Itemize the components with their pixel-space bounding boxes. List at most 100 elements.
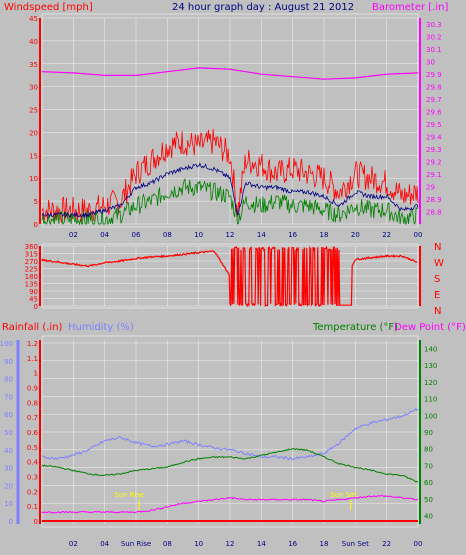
wind-tick-label: 10 [29,175,38,183]
wind-tick-label: 45 [29,15,38,23]
temp-tick-label: 60 [424,479,433,487]
rain-tick-label: 0.6 [27,429,39,437]
temp-tick-label: 40 [424,513,433,521]
dewpoint-axis-title: Dew Point (°F) [394,322,466,333]
wind-x-tick: 22 [382,231,391,239]
wind-x-tick: 20 [351,231,360,239]
direction-line [41,245,418,308]
graph-title: 24 hour graph day : August 21 2012 [172,2,354,13]
temp-x-tick: 00 [414,540,423,548]
rain-tick-label: 0.9 [27,385,38,393]
wind-tick-label: 0 [34,221,38,229]
baro-tick-label: 29.5 [426,121,442,129]
rain-tick-label: 1.2 [27,340,38,348]
baro-tick-label: 28.8 [426,209,442,217]
humidity-tick-label: 20 [4,482,13,490]
barometer-line [41,67,419,80]
wind-series [41,67,419,226]
temp-tick-label: 80 [424,446,433,454]
baro-tick-label: 29.9 [426,71,442,79]
wind-x-tick: 12 [226,231,235,239]
baro-tick-label: 29.4 [426,134,442,142]
wind-x-tick: 18 [320,231,329,239]
temp-tick-label: 100 [424,412,437,420]
rain-tick-label: 0.3 [27,474,38,482]
barometer-axis-title: Barometer [.in] [372,2,448,13]
compass-n-top: N [434,242,441,253]
rain-tick-label: 1.1 [27,355,38,363]
sunset-label: Sun Set [330,491,357,499]
temp-x-tick: 10 [194,540,203,548]
baro-tick-label: 29.1 [426,171,442,179]
tick-labels: 05101520253035404528.828.92929.129.229.3… [0,15,442,548]
humidity-tick-label: 60 [4,411,13,419]
temperature-line [41,447,419,483]
temp-tick-label: 130 [424,362,437,370]
temp-tick-label: 120 [424,379,437,387]
wind-x-tick: 10 [194,231,203,239]
wind-gust-line [41,128,419,223]
windspeed-axis-title: Windspeed [mph] [4,2,93,13]
wind-x-tick: 02 [69,231,78,239]
temp-series [41,407,419,522]
dir-tick-label: 225 [25,266,38,274]
rainfall-axis-title: Rainfall (.in) [2,322,63,333]
wind-tick-label: 35 [29,61,38,69]
wind-low-line [41,177,419,226]
temp-tick-label: 90 [424,429,433,437]
rain-tick-label: 0.5 [27,444,38,452]
wind-x-tick: 08 [163,231,172,239]
temp-x-tick: 04 [100,540,109,548]
temperature-axis-title: Temperature (°F) [312,322,398,333]
baro-tick-label: 29.6 [426,109,442,117]
humidity-tick-label: 50 [4,429,13,437]
temp-x-tick: 16 [288,540,297,548]
temp-tick-label: 140 [424,345,437,353]
wind-avg-line [41,162,419,219]
rain-tick-label: 0.7 [27,414,38,422]
humidity-line [41,407,419,461]
humidity-tick-label: 30 [4,465,13,473]
humidity-tick-label: 40 [4,447,13,455]
wind-tick-label: 30 [29,84,38,92]
dir-tick-label: 45 [29,296,38,304]
temp-x-tick: Sun Set [342,540,369,548]
wind-tick-label: 5 [34,198,38,206]
humidity-tick-label: 80 [4,376,13,384]
dir-tick-label: 0 [34,303,38,311]
dir-tick-label: 360 [25,243,38,251]
dir-tick-label: 90 [29,288,38,296]
baro-tick-label: 30.1 [426,46,442,54]
baro-tick-label: 30.3 [426,21,442,29]
wind-tick-label: 25 [29,107,38,115]
baro-tick-label: 30.2 [426,34,442,42]
humidity-axis-title: Humidity (%) [68,322,134,333]
wind-x-tick: 16 [288,231,297,239]
baro-tick-label: 29 [426,184,435,192]
wind-x-tick: 00 [414,231,423,239]
temp-x-tick: 12 [226,540,235,548]
humidity-tick-label: 0 [9,518,13,526]
baro-tick-label: 29.2 [426,159,442,167]
sunrise-label: Sun Rise [114,491,144,499]
dir-tick-label: 270 [25,258,38,266]
rain-tick-label: 0.1 [27,503,38,511]
wind-x-tick: 14 [257,231,266,239]
rain-tick-label: 0 [34,518,38,526]
temp-tick-label: 70 [424,462,433,470]
dir-tick-label: 180 [25,273,38,281]
temp-x-tick: 18 [320,540,329,548]
wind-tick-label: 20 [29,129,38,137]
wind-x-tick: 04 [100,231,109,239]
humidity-tick-label: 70 [4,393,13,401]
baro-tick-label: 29.8 [426,84,442,92]
wind-x-tick: 06 [132,231,141,239]
dew-point-line [41,495,419,514]
temp-x-tick: 22 [382,540,391,548]
temp-x-tick: 14 [257,540,266,548]
compass-n-bottom: N [434,306,441,317]
rain-tick-label: 0.8 [27,399,38,407]
rain-tick-label: 0.4 [27,459,39,467]
baro-tick-label: 28.9 [426,196,442,204]
